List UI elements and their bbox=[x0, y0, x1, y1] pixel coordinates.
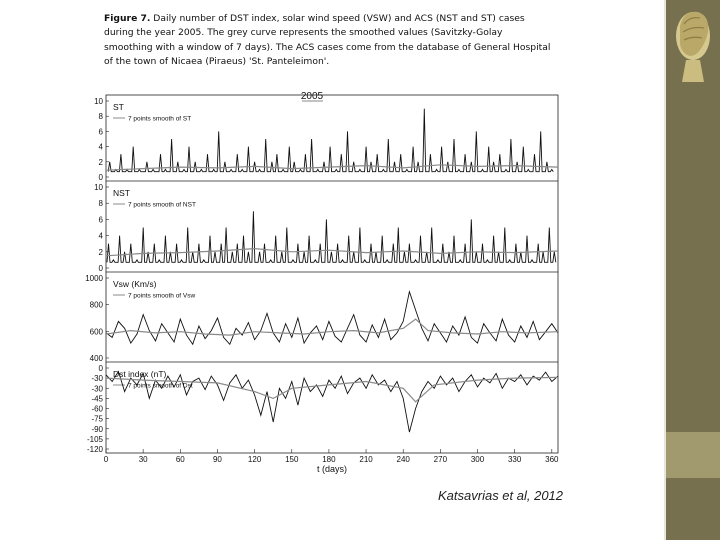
panels: 10 8 6 4 2 0 ST 7 points smooth of ST 10 8 6 4 2 0 NST… bbox=[85, 97, 559, 454]
y-tick-label: 2 bbox=[99, 248, 104, 257]
figure-chart: 2005 10 8 6 4 2 0 ST 7 points smooth of ST 10 8 6 4… bbox=[85, 91, 559, 474]
y-tick-label: -30 bbox=[91, 384, 103, 393]
caption-label: Figure 7. bbox=[104, 13, 151, 24]
panel-label: Dst index (nT) bbox=[113, 369, 167, 379]
panel-label: NST bbox=[113, 188, 130, 198]
y-tick-label: 0 bbox=[99, 173, 104, 182]
x-axis: 0 30 60 90 120 150 180 210 240 270 300 330 360 bbox=[104, 449, 559, 464]
citation: Katsavrias et al, 2012 bbox=[438, 488, 564, 503]
series-line-smooth bbox=[105, 164, 559, 171]
x-tick-label: 270 bbox=[434, 455, 448, 464]
x-tick-label: 120 bbox=[248, 455, 262, 464]
series-line-raw bbox=[106, 211, 557, 263]
legend-entry: 7 points smooth of ST bbox=[128, 116, 191, 123]
y-tick-label: 10 bbox=[94, 183, 103, 192]
y-tick-label: -60 bbox=[91, 405, 103, 414]
y-tick-label: -75 bbox=[91, 415, 103, 424]
y-tick-label: 8 bbox=[99, 199, 104, 208]
y-tick-label: 1000 bbox=[85, 274, 103, 283]
side-band-divider bbox=[664, 0, 666, 540]
x-tick-label: 60 bbox=[176, 455, 185, 464]
y-tick-label: 2 bbox=[99, 158, 104, 167]
x-tick-label: 0 bbox=[104, 455, 109, 464]
y-tick-label: 8 bbox=[99, 112, 104, 121]
caption-text: Daily number of DST index, solar wind sp… bbox=[104, 13, 551, 68]
x-tick-label: 150 bbox=[285, 455, 299, 464]
chart-title: 2005 bbox=[301, 91, 324, 102]
series-line-smooth bbox=[105, 247, 559, 257]
x-tick-label: 30 bbox=[139, 455, 148, 464]
y-tick-label: 800 bbox=[90, 301, 104, 310]
y-tick-label: -45 bbox=[91, 394, 103, 403]
series-line-raw bbox=[107, 108, 554, 173]
y-tick-label: 10 bbox=[94, 97, 103, 106]
y-tick-label: 6 bbox=[99, 127, 104, 136]
y-tick-label: -120 bbox=[87, 445, 104, 454]
y-tick-label: 4 bbox=[99, 232, 104, 241]
figure-caption: Figure 7. Daily number of DST index, sol… bbox=[104, 12, 554, 70]
coin-head-icon bbox=[676, 11, 710, 82]
series-line-smooth bbox=[105, 318, 559, 336]
x-tick-label: 240 bbox=[397, 455, 411, 464]
x-tick-label: 210 bbox=[359, 455, 373, 464]
y-tick-label: 0 bbox=[99, 364, 104, 373]
legend-entry: 7 points smooth of Vsw bbox=[128, 293, 196, 300]
series-line-smooth bbox=[105, 376, 559, 403]
y-tick-label: -105 bbox=[87, 435, 104, 444]
x-tick-label: 90 bbox=[213, 455, 222, 464]
plot-frame bbox=[105, 94, 559, 454]
y-tick-label: 600 bbox=[90, 327, 104, 336]
x-tick-label: 360 bbox=[545, 455, 559, 464]
y-tick-label: 6 bbox=[99, 215, 104, 224]
y-tick-label: 4 bbox=[99, 143, 104, 152]
series-line-raw bbox=[105, 289, 559, 346]
x-axis-label: t (days) bbox=[317, 464, 347, 474]
y-tick-label: -90 bbox=[91, 425, 103, 434]
x-tick-label: 180 bbox=[322, 455, 336, 464]
panel-label: Vsw (Km/s) bbox=[113, 279, 157, 289]
side-band-accent bbox=[666, 432, 720, 478]
x-tick-label: 330 bbox=[508, 455, 522, 464]
y-tick-label: 400 bbox=[90, 354, 104, 363]
panel-label: ST bbox=[113, 102, 124, 112]
y-tick-label: 0 bbox=[99, 264, 104, 273]
y-tick-label: -30 bbox=[91, 374, 103, 383]
legend-entry: 7 points smooth of NST bbox=[128, 202, 196, 209]
x-tick-label: 300 bbox=[471, 455, 485, 464]
series-line-raw bbox=[105, 370, 559, 433]
